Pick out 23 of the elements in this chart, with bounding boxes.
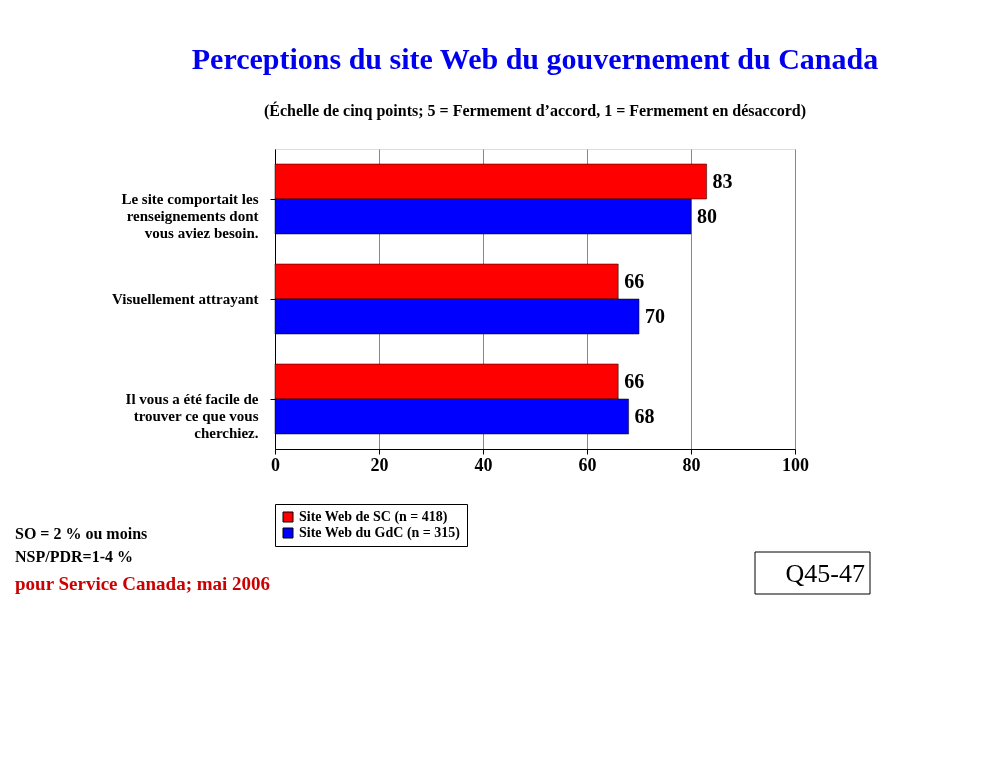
data-label: 66 — [624, 269, 645, 292]
y-tick-label: Visuellement attrayant — [112, 291, 259, 307]
x-tick-label: 20 — [370, 454, 389, 475]
y-tick-label: Le site comportait les renseignements dont vous aviez besoin. — [121, 191, 259, 241]
x-tick-label: 60 — [578, 454, 597, 475]
x-tick-label: 40 — [474, 454, 493, 475]
data-label: 70 — [645, 304, 665, 327]
chart-title: Perceptions du site Web du gouvernement du Canada — [191, 42, 879, 75]
x-tick-label: 0 — [271, 454, 280, 475]
legend-label: Site Web du GdC (n = 315) — [299, 525, 461, 541]
chart-subtitle: (Échelle de cinq points; 5 = Fermement d’accord, 1 = Fermement en désaccord) — [263, 101, 807, 120]
legend-label: Site Web de SC (n = 418) — [299, 509, 448, 525]
text: SO = 2 % ou moins — [15, 525, 148, 542]
y-tick-label: Il vous a été facile de trouver ce que vous cherchiez. — [125, 391, 259, 441]
data-label: 66 — [624, 369, 645, 392]
text: Q45-47 — [785, 559, 865, 588]
x-tick-label: 80 — [682, 454, 701, 475]
data-label: 83 — [712, 169, 733, 192]
text: NSP/PDR=1-4 % — [15, 548, 133, 565]
data-label: 68 — [634, 404, 655, 427]
x-tick-label: 100 — [782, 454, 809, 475]
data-label: 80 — [697, 204, 717, 227]
text: pour Service Canada; mai 2006 — [15, 573, 271, 594]
